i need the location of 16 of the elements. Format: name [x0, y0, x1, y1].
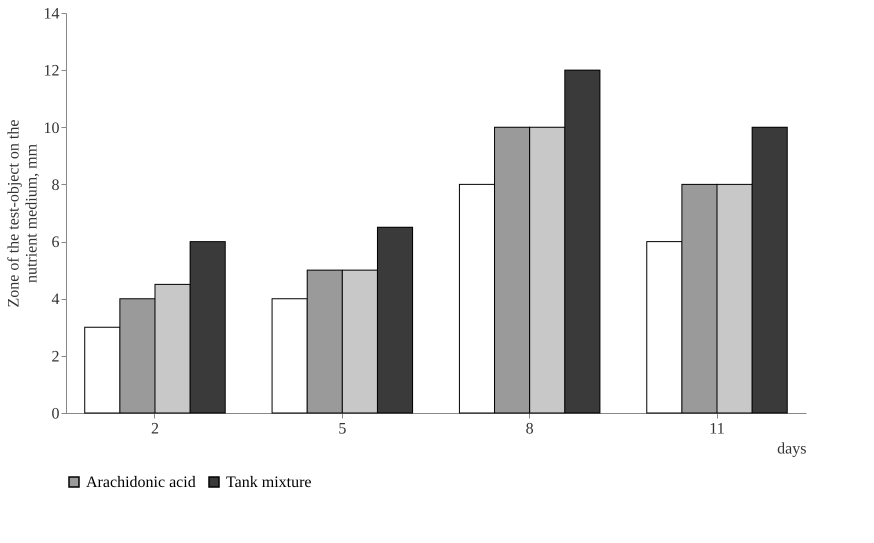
y-tick-label: 0 [52, 406, 60, 422]
y-axis-title: Zone of the test-object on the nutrient medium, mm [6, 120, 40, 308]
y-tick-label: 12 [44, 62, 60, 80]
y-tick-label: 2 [52, 348, 60, 366]
x-tick-label: 8 [526, 420, 534, 438]
x-axis-title: days [777, 440, 806, 458]
y-tick-label: 6 [52, 234, 60, 252]
y-tick-label: 10 [44, 120, 60, 137]
x-tick-label: 2 [150, 420, 159, 438]
legend-label: Tank mixture [226, 474, 312, 491]
x-tick-label: 11 [709, 420, 725, 438]
x-tick-label: 5 [338, 420, 346, 438]
y-tick-label: 8 [52, 176, 60, 194]
y-tick-label: 14 [44, 6, 60, 22]
y-tick-label: 4 [52, 291, 60, 308]
legend-label: Arachidonic acid [86, 474, 196, 491]
